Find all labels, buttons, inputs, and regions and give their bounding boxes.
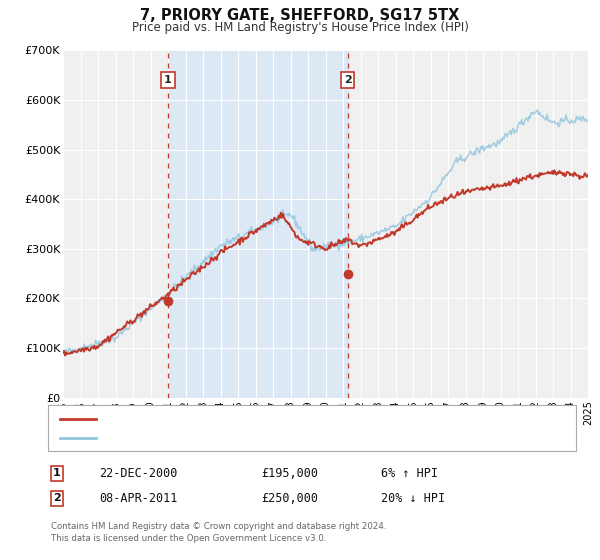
Text: £250,000: £250,000 xyxy=(261,492,318,505)
Text: 08-APR-2011: 08-APR-2011 xyxy=(99,492,178,505)
Text: Contains HM Land Registry data © Crown copyright and database right 2024.: Contains HM Land Registry data © Crown c… xyxy=(51,522,386,531)
Text: 7, PRIORY GATE, SHEFFORD, SG17 5TX: 7, PRIORY GATE, SHEFFORD, SG17 5TX xyxy=(140,8,460,24)
Text: 1: 1 xyxy=(53,468,61,478)
Text: 1: 1 xyxy=(164,75,172,85)
Text: 7, PRIORY GATE, SHEFFORD, SG17 5TX (detached house): 7, PRIORY GATE, SHEFFORD, SG17 5TX (deta… xyxy=(102,414,398,424)
Text: 20% ↓ HPI: 20% ↓ HPI xyxy=(381,492,445,505)
Text: This data is licensed under the Open Government Licence v3.0.: This data is licensed under the Open Gov… xyxy=(51,534,326,543)
Text: £195,000: £195,000 xyxy=(261,466,318,480)
Text: 6% ↑ HPI: 6% ↑ HPI xyxy=(381,466,438,480)
Text: 2: 2 xyxy=(53,493,61,503)
Text: 22-DEC-2000: 22-DEC-2000 xyxy=(99,466,178,480)
Bar xyxy=(168,50,348,398)
Text: HPI: Average price, detached house, Central Bedfordshire: HPI: Average price, detached house, Cent… xyxy=(102,432,403,442)
Text: Price paid vs. HM Land Registry's House Price Index (HPI): Price paid vs. HM Land Registry's House … xyxy=(131,21,469,34)
Text: 2: 2 xyxy=(344,75,352,85)
